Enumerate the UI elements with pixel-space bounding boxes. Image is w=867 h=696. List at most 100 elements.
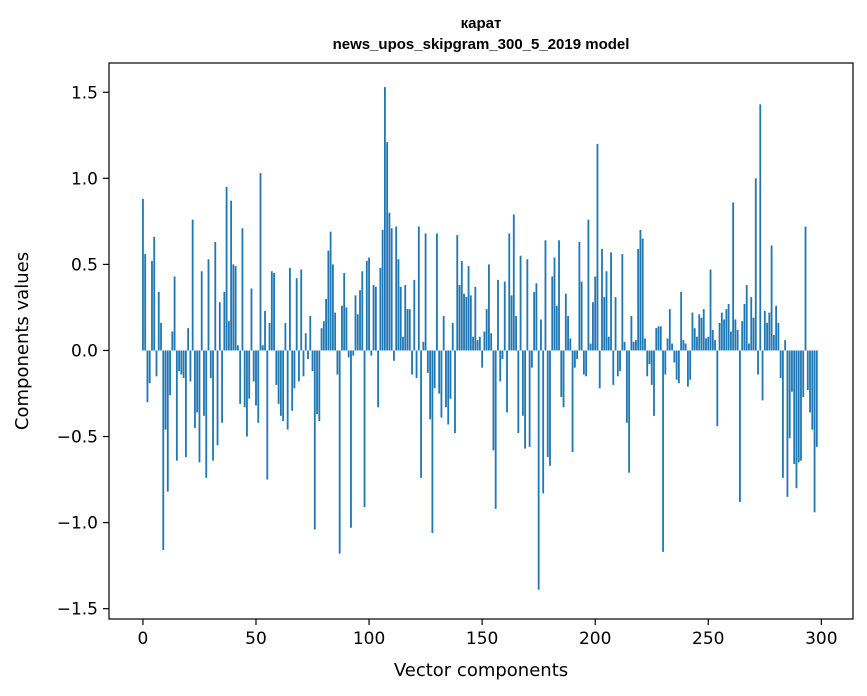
bar-249 xyxy=(705,338,707,351)
bar-91 xyxy=(347,350,350,358)
bar-87 xyxy=(338,350,341,554)
bar-251 xyxy=(709,269,712,351)
bar-240 xyxy=(684,343,687,351)
bar-123 xyxy=(420,350,422,478)
bar-88 xyxy=(341,305,343,351)
bar-295 xyxy=(809,350,811,413)
bar-164 xyxy=(512,214,515,351)
bar-288 xyxy=(793,350,796,465)
x-tick-label: 50 xyxy=(245,629,267,649)
bar-24 xyxy=(196,350,199,413)
bar-252 xyxy=(711,329,714,351)
bar-265 xyxy=(741,321,744,351)
bar-2 xyxy=(146,350,149,403)
bar-271 xyxy=(754,178,757,351)
bar-184 xyxy=(558,240,560,351)
bar-161 xyxy=(506,350,508,413)
bar-157 xyxy=(497,279,499,351)
bar-136 xyxy=(449,350,452,399)
bar-78 xyxy=(318,350,321,422)
bar-168 xyxy=(521,350,524,416)
bar-217 xyxy=(632,341,635,351)
bar-96 xyxy=(359,290,361,351)
bar-201 xyxy=(596,143,599,351)
bar-180 xyxy=(549,350,551,466)
bar-170 xyxy=(526,259,529,351)
bar-281 xyxy=(777,322,780,351)
bar-233 xyxy=(668,309,671,351)
bar-221 xyxy=(641,238,644,351)
bar-27 xyxy=(203,350,205,416)
bar-12 xyxy=(169,350,171,396)
bar-110 xyxy=(390,228,393,351)
bar-113 xyxy=(397,259,400,351)
bar-134 xyxy=(445,350,447,408)
bar-47 xyxy=(248,350,251,399)
bar-196 xyxy=(585,350,588,377)
bar-23 xyxy=(194,350,196,428)
bar-204 xyxy=(603,297,606,351)
bar-282 xyxy=(779,350,782,379)
bar-188 xyxy=(567,316,569,351)
y-axis-ticks: −1.5 −1.0 −0.5 0.0 0.5 1.0 1.5 xyxy=(57,83,109,620)
bar-109 xyxy=(388,212,391,351)
bar-106 xyxy=(381,229,384,351)
bar-84 xyxy=(331,264,334,351)
bar-143 xyxy=(465,297,468,351)
bar-105 xyxy=(379,267,382,351)
bar-264 xyxy=(739,350,741,502)
bar-202 xyxy=(598,350,601,389)
bar-95 xyxy=(356,314,359,351)
bar-232 xyxy=(666,338,669,351)
bar-74 xyxy=(309,316,312,351)
bar-277 xyxy=(768,312,771,351)
bar-218 xyxy=(635,340,637,351)
bar-54 xyxy=(264,310,266,351)
bar-173 xyxy=(533,291,536,351)
bar-66 xyxy=(291,350,294,411)
bar-6 xyxy=(155,350,158,377)
bar-203 xyxy=(601,248,603,351)
bar-198 xyxy=(589,343,592,351)
bar-14 xyxy=(173,276,176,351)
bar-214 xyxy=(625,350,628,423)
bar-group xyxy=(142,87,818,590)
bar-237 xyxy=(677,350,680,384)
bar-154 xyxy=(490,333,493,351)
bar-94 xyxy=(354,295,357,351)
bar-156 xyxy=(494,350,497,509)
bar-241 xyxy=(687,350,689,387)
bar-210 xyxy=(616,350,619,377)
bar-56 xyxy=(268,322,271,351)
bar-189 xyxy=(569,338,572,351)
bar-257 xyxy=(723,319,726,351)
y-tick-label: −1.5 xyxy=(57,600,98,620)
bar-102 xyxy=(372,285,375,351)
bar-231 xyxy=(664,350,667,375)
bar-53 xyxy=(261,345,264,351)
bar-279 xyxy=(772,334,775,351)
bar-182 xyxy=(553,257,556,351)
bar-292 xyxy=(802,350,805,397)
bar-256 xyxy=(720,312,723,351)
bar-44 xyxy=(241,228,244,351)
bar-286 xyxy=(788,350,791,439)
bar-100 xyxy=(368,257,370,351)
bar-183 xyxy=(555,305,558,351)
bar-67 xyxy=(293,350,296,389)
bar-236 xyxy=(675,350,678,380)
x-tick-label: 100 xyxy=(353,629,385,649)
x-tick-label: 250 xyxy=(692,629,724,649)
bar-234 xyxy=(671,343,673,351)
bar-141 xyxy=(460,260,463,351)
bar-275 xyxy=(763,310,766,351)
bar-104 xyxy=(377,350,380,408)
bar-40 xyxy=(232,264,235,351)
bar-266 xyxy=(743,303,746,351)
bar-262 xyxy=(734,319,737,351)
bar-122 xyxy=(417,226,420,351)
bar-200 xyxy=(594,276,597,351)
bar-68 xyxy=(295,278,298,351)
bar-62 xyxy=(282,350,285,422)
bar-253 xyxy=(714,340,716,351)
